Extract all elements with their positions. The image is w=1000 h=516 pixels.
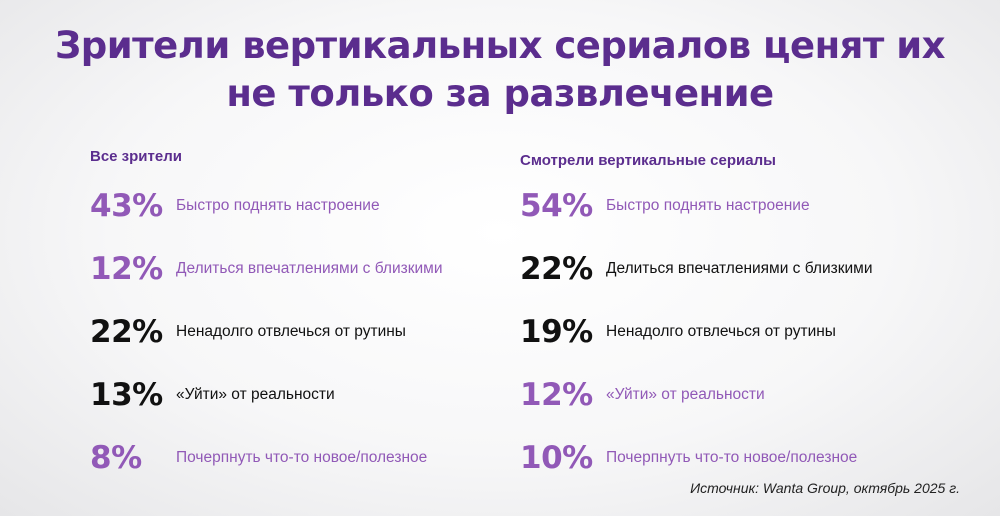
table-row: 54% Быстро поднять настроение (520, 174, 872, 237)
reason-label: Почерпнуть что-то новое/полезное (606, 448, 858, 466)
percentage-value: 8% (90, 439, 142, 476)
percentage-value: 22% (520, 250, 593, 287)
percentage-value: 13% (90, 376, 163, 413)
table-row: 10% Почерпнуть что-то новое/полезное (520, 426, 872, 489)
table-row: 13% «Уйти» от реальности (90, 363, 442, 426)
table-row: 43% Быстро поднять настроение (90, 174, 442, 237)
table-row: 22% Ненадолго отвлечься от рутины (90, 300, 442, 363)
reason-label: Делиться впечатлениями с близкими (176, 259, 443, 277)
percentage-value: 12% (90, 250, 163, 287)
table-row: 19% Ненадолго отвлечься от рутины (520, 300, 872, 363)
reason-label: Ненадолго отвлечься от рутины (606, 322, 836, 340)
rows-container: 54% Быстро поднять настроение 22% Делиться … (520, 174, 872, 489)
table-row: 22% Делиться впечатлениями с близкими (520, 237, 872, 300)
reason-label: Делиться впечатлениями с близкими (606, 259, 873, 277)
percentage-value: 19% (520, 313, 593, 350)
percentage-value: 10% (520, 439, 593, 476)
column-heading: Смотрели вертикальные сериалы (520, 152, 776, 169)
rows-container: 43% Быстро поднять настроение 12% Делиться … (90, 174, 442, 489)
column-all-viewers: Все зрители 43% Быстро поднять настроение… (90, 146, 442, 489)
percentage-value: 43% (90, 187, 163, 224)
reason-label: Быстро поднять настроение (606, 196, 810, 214)
column-heading: Все зрители (90, 148, 182, 165)
reason-label: Ненадолго отвлечься от рутины (176, 322, 406, 340)
source-note: Источник: Wanta Group, октябрь 2025 г. (690, 480, 960, 496)
percentage-value: 12% (520, 376, 593, 413)
table-row: 12% Делиться впечатлениями с близкими (90, 237, 442, 300)
reason-label: «Уйти» от реальности (176, 385, 335, 403)
reason-label: Почерпнуть что-то новое/полезное (176, 448, 428, 466)
column-vertical-series-viewers: Смотрели вертикальные сериалы 54% Быстро … (520, 146, 872, 489)
percentage-value: 54% (520, 187, 593, 224)
percentage-value: 22% (90, 313, 163, 350)
table-row: 8% Почерпнуть что-то новое/полезное (90, 426, 442, 489)
title-line-1: Зрители вертикальных сериалов ценят их (54, 24, 946, 67)
table-row: 12% «Уйти» от реальности (520, 363, 872, 426)
title-line-2: не только за развлечение (226, 72, 774, 115)
reason-label: Быстро поднять настроение (176, 196, 380, 214)
chart-title: Зрители вертикальных сериалов ценят их н… (0, 22, 1000, 118)
reason-label: «Уйти» от реальности (606, 385, 765, 403)
